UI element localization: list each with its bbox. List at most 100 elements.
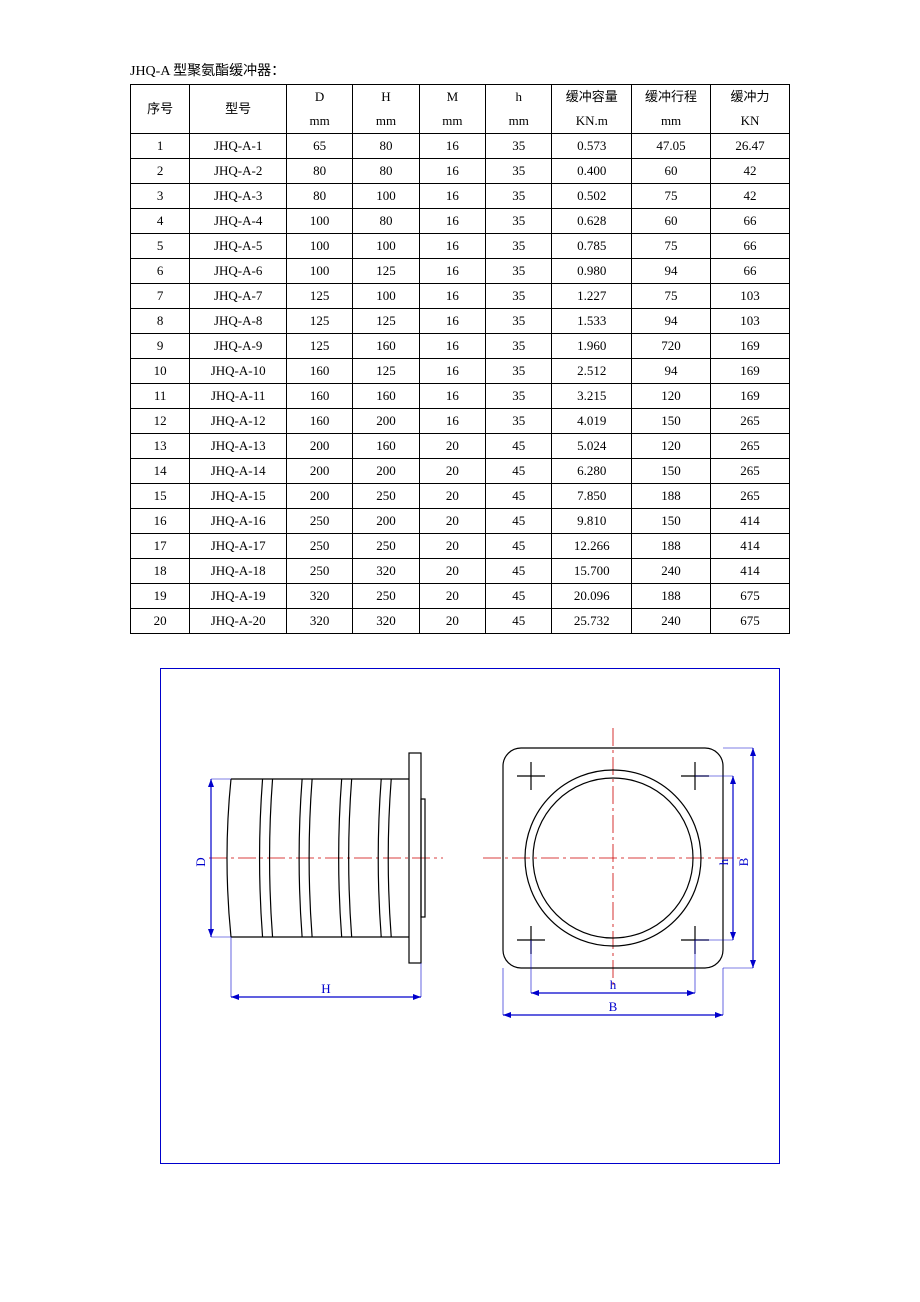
cell-H: 320 xyxy=(353,559,419,584)
cell-D: 65 xyxy=(286,134,352,159)
th-H-unit: mm xyxy=(353,109,419,134)
cell-force: 265 xyxy=(711,409,790,434)
cell-seq: 8 xyxy=(131,309,190,334)
cell-cap: 20.096 xyxy=(552,584,632,609)
svg-text:B: B xyxy=(609,999,618,1014)
cell-cap: 5.024 xyxy=(552,434,632,459)
cell-cap: 15.700 xyxy=(552,559,632,584)
table-row: 17JHQ-A-17250250204512.266188414 xyxy=(131,534,790,559)
cell-D: 125 xyxy=(286,334,352,359)
cell-h: 35 xyxy=(486,309,552,334)
th-H: H xyxy=(353,85,419,110)
cell-stroke: 94 xyxy=(632,359,711,384)
cell-cap: 1.533 xyxy=(552,309,632,334)
cell-H: 160 xyxy=(353,384,419,409)
cell-stroke: 94 xyxy=(632,309,711,334)
cell-force: 103 xyxy=(711,309,790,334)
table-body: 1JHQ-A-1658016350.57347.0526.472JHQ-A-28… xyxy=(131,134,790,634)
cell-model: JHQ-A-12 xyxy=(190,409,287,434)
cell-H: 100 xyxy=(353,184,419,209)
cell-model: JHQ-A-16 xyxy=(190,509,287,534)
cell-H: 100 xyxy=(353,284,419,309)
cell-D: 80 xyxy=(286,184,352,209)
cell-H: 125 xyxy=(353,259,419,284)
cell-M: 20 xyxy=(419,509,485,534)
cell-cap: 1.227 xyxy=(552,284,632,309)
cell-force: 414 xyxy=(711,559,790,584)
cell-seq: 14 xyxy=(131,459,190,484)
cell-seq: 2 xyxy=(131,159,190,184)
cell-stroke: 240 xyxy=(632,559,711,584)
cell-D: 160 xyxy=(286,409,352,434)
cell-D: 160 xyxy=(286,384,352,409)
cell-force: 103 xyxy=(711,284,790,309)
cell-M: 16 xyxy=(419,409,485,434)
cell-cap: 1.960 xyxy=(552,334,632,359)
cell-model: JHQ-A-19 xyxy=(190,584,287,609)
cell-D: 100 xyxy=(286,259,352,284)
table-row: 9JHQ-A-912516016351.960720169 xyxy=(131,334,790,359)
svg-text:H: H xyxy=(321,981,330,996)
cell-cap: 4.019 xyxy=(552,409,632,434)
cell-D: 125 xyxy=(286,284,352,309)
th-h-unit: mm xyxy=(486,109,552,134)
cell-stroke: 188 xyxy=(632,584,711,609)
th-M: M xyxy=(419,85,485,110)
cell-force: 66 xyxy=(711,209,790,234)
cell-M: 16 xyxy=(419,134,485,159)
cell-model: JHQ-A-8 xyxy=(190,309,287,334)
cell-M: 16 xyxy=(419,359,485,384)
table-row: 14JHQ-A-1420020020456.280150265 xyxy=(131,459,790,484)
cell-M: 16 xyxy=(419,309,485,334)
cell-M: 20 xyxy=(419,534,485,559)
cell-stroke: 47.05 xyxy=(632,134,711,159)
cell-h: 35 xyxy=(486,334,552,359)
cell-model: JHQ-A-13 xyxy=(190,434,287,459)
table-row: 18JHQ-A-18250320204515.700240414 xyxy=(131,559,790,584)
cell-h: 45 xyxy=(486,484,552,509)
cell-seq: 15 xyxy=(131,484,190,509)
table-row: 2JHQ-A-2808016350.4006042 xyxy=(131,159,790,184)
cell-seq: 4 xyxy=(131,209,190,234)
cell-seq: 18 xyxy=(131,559,190,584)
cell-h: 35 xyxy=(486,234,552,259)
cell-cap: 9.810 xyxy=(552,509,632,534)
cell-M: 20 xyxy=(419,584,485,609)
table-row: 15JHQ-A-1520025020457.850188265 xyxy=(131,484,790,509)
cell-D: 200 xyxy=(286,459,352,484)
cell-force: 414 xyxy=(711,534,790,559)
cell-cap: 25.732 xyxy=(552,609,632,634)
cell-D: 320 xyxy=(286,584,352,609)
cell-model: JHQ-A-9 xyxy=(190,334,287,359)
cell-cap: 3.215 xyxy=(552,384,632,409)
cell-seq: 7 xyxy=(131,284,190,309)
table-row: 6JHQ-A-610012516350.9809466 xyxy=(131,259,790,284)
cell-H: 160 xyxy=(353,334,419,359)
cell-model: JHQ-A-3 xyxy=(190,184,287,209)
cell-stroke: 188 xyxy=(632,484,711,509)
cell-D: 100 xyxy=(286,234,352,259)
table-row: 8JHQ-A-812512516351.53394103 xyxy=(131,309,790,334)
cell-M: 20 xyxy=(419,484,485,509)
cell-seq: 5 xyxy=(131,234,190,259)
cell-M: 20 xyxy=(419,434,485,459)
th-cap-unit: KN.m xyxy=(552,109,632,134)
cell-h: 35 xyxy=(486,259,552,284)
svg-text:B: B xyxy=(736,857,751,866)
cell-H: 200 xyxy=(353,409,419,434)
cell-h: 35 xyxy=(486,184,552,209)
cell-force: 265 xyxy=(711,434,790,459)
table-row: 7JHQ-A-712510016351.22775103 xyxy=(131,284,790,309)
cell-cap: 0.628 xyxy=(552,209,632,234)
cell-stroke: 75 xyxy=(632,184,711,209)
cell-D: 100 xyxy=(286,209,352,234)
cell-seq: 19 xyxy=(131,584,190,609)
cell-force: 169 xyxy=(711,359,790,384)
cell-force: 26.47 xyxy=(711,134,790,159)
cell-stroke: 120 xyxy=(632,384,711,409)
cell-seq: 3 xyxy=(131,184,190,209)
cell-M: 16 xyxy=(419,159,485,184)
cell-M: 16 xyxy=(419,184,485,209)
th-h: h xyxy=(486,85,552,110)
cell-seq: 12 xyxy=(131,409,190,434)
